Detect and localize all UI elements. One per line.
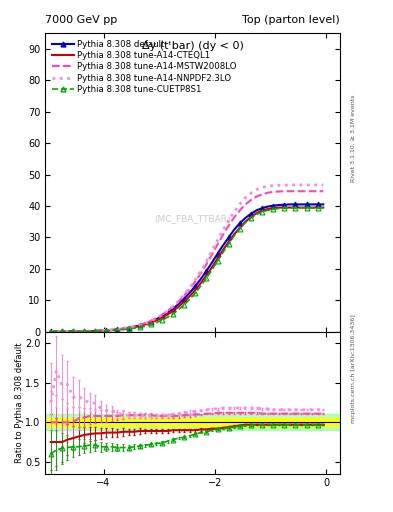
- Text: Δy (tᵗbar) (dy < 0): Δy (tᵗbar) (dy < 0): [141, 41, 244, 51]
- Text: 7000 GeV pp: 7000 GeV pp: [45, 14, 118, 25]
- Y-axis label: Ratio to Pythia 8.308 default: Ratio to Pythia 8.308 default: [15, 343, 24, 463]
- Text: Top (parton level): Top (parton level): [242, 14, 340, 25]
- Legend: Pythia 8.308 default, Pythia 8.308 tune-A14-CTEQL1, Pythia 8.308 tune-A14-MSTW20: Pythia 8.308 default, Pythia 8.308 tune-…: [50, 37, 239, 96]
- Text: Rivet 3.1.10, ≥ 3.1M events: Rivet 3.1.10, ≥ 3.1M events: [351, 95, 356, 182]
- Text: (MC_FBA_TTBAR): (MC_FBA_TTBAR): [154, 214, 231, 223]
- Text: mcplots.cern.ch [arXiv:1306.3436]: mcplots.cern.ch [arXiv:1306.3436]: [351, 314, 356, 423]
